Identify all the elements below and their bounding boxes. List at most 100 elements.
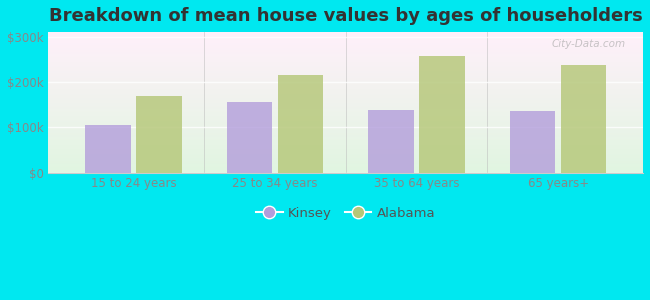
Bar [49,110,643,111]
Bar [227,102,272,172]
Bar [49,156,643,157]
Bar [49,35,643,36]
Bar [49,61,643,62]
Bar [49,135,643,136]
Bar [49,161,643,162]
Bar [49,115,643,116]
Bar [278,75,323,172]
Bar [49,33,643,34]
Bar [49,137,643,138]
Bar [49,125,643,126]
Bar [49,58,643,59]
Text: City-Data.com: City-Data.com [551,39,625,49]
Bar [49,41,643,42]
Bar [49,120,643,121]
Bar [49,66,643,67]
Bar [49,81,643,82]
Bar [49,95,643,96]
Bar [49,51,643,52]
Bar [49,94,643,95]
Bar [49,67,643,68]
Bar [49,166,643,167]
Bar [49,76,643,77]
Bar [49,34,643,35]
Bar [49,117,643,118]
Bar [49,55,643,56]
Bar [49,69,643,70]
Bar [49,84,643,85]
Bar [561,65,606,172]
Bar [49,92,643,93]
Bar [49,74,643,75]
Bar [49,88,643,89]
Bar [49,139,643,140]
Bar [49,132,643,133]
Bar [85,125,131,172]
Bar [49,45,643,46]
Bar [49,80,643,81]
Bar [49,154,643,155]
Bar [49,53,643,54]
Bar [49,140,643,141]
Bar [49,133,643,134]
Bar [49,126,643,127]
Bar [49,104,643,105]
Bar [49,171,643,172]
Bar [49,89,643,90]
Bar [49,149,643,150]
Bar [49,97,643,98]
Bar [49,112,643,113]
Bar [49,96,643,97]
Bar [49,50,643,51]
Bar [49,38,643,39]
Bar [49,114,643,115]
Bar [49,108,643,109]
Bar [49,82,643,83]
Title: Breakdown of mean house values by ages of householders: Breakdown of mean house values by ages o… [49,7,643,25]
Bar [49,47,643,48]
Bar [49,32,643,33]
Bar [49,101,643,102]
Bar [49,62,643,63]
Bar [49,59,643,60]
Bar [49,93,643,94]
Bar [49,46,643,47]
Bar [49,39,643,40]
Bar [49,159,643,160]
Bar [49,142,643,143]
Bar [49,56,643,57]
Bar [49,49,643,50]
Bar [49,113,643,114]
Bar [49,43,643,44]
Bar [49,168,643,169]
Bar [49,116,643,117]
Bar [49,146,643,147]
Bar [49,145,643,146]
Bar [49,147,643,148]
Bar [49,87,643,88]
Bar [49,129,643,130]
Bar [49,75,643,76]
Bar [49,153,643,154]
Bar [49,90,643,91]
Bar [49,158,643,159]
Bar [49,131,643,132]
Bar [49,102,643,103]
Bar [419,56,465,172]
Bar [49,70,643,71]
Bar [49,103,643,104]
Bar [49,61,643,62]
Bar [49,138,643,139]
Bar [49,136,643,137]
Bar [49,152,643,153]
Bar [49,119,643,120]
Bar [49,170,643,171]
Bar [49,165,643,166]
Bar [49,144,643,145]
Bar [49,72,643,73]
Bar [369,110,413,172]
Bar [49,106,643,107]
Bar [49,57,643,58]
Bar [49,63,643,64]
Bar [49,111,643,112]
